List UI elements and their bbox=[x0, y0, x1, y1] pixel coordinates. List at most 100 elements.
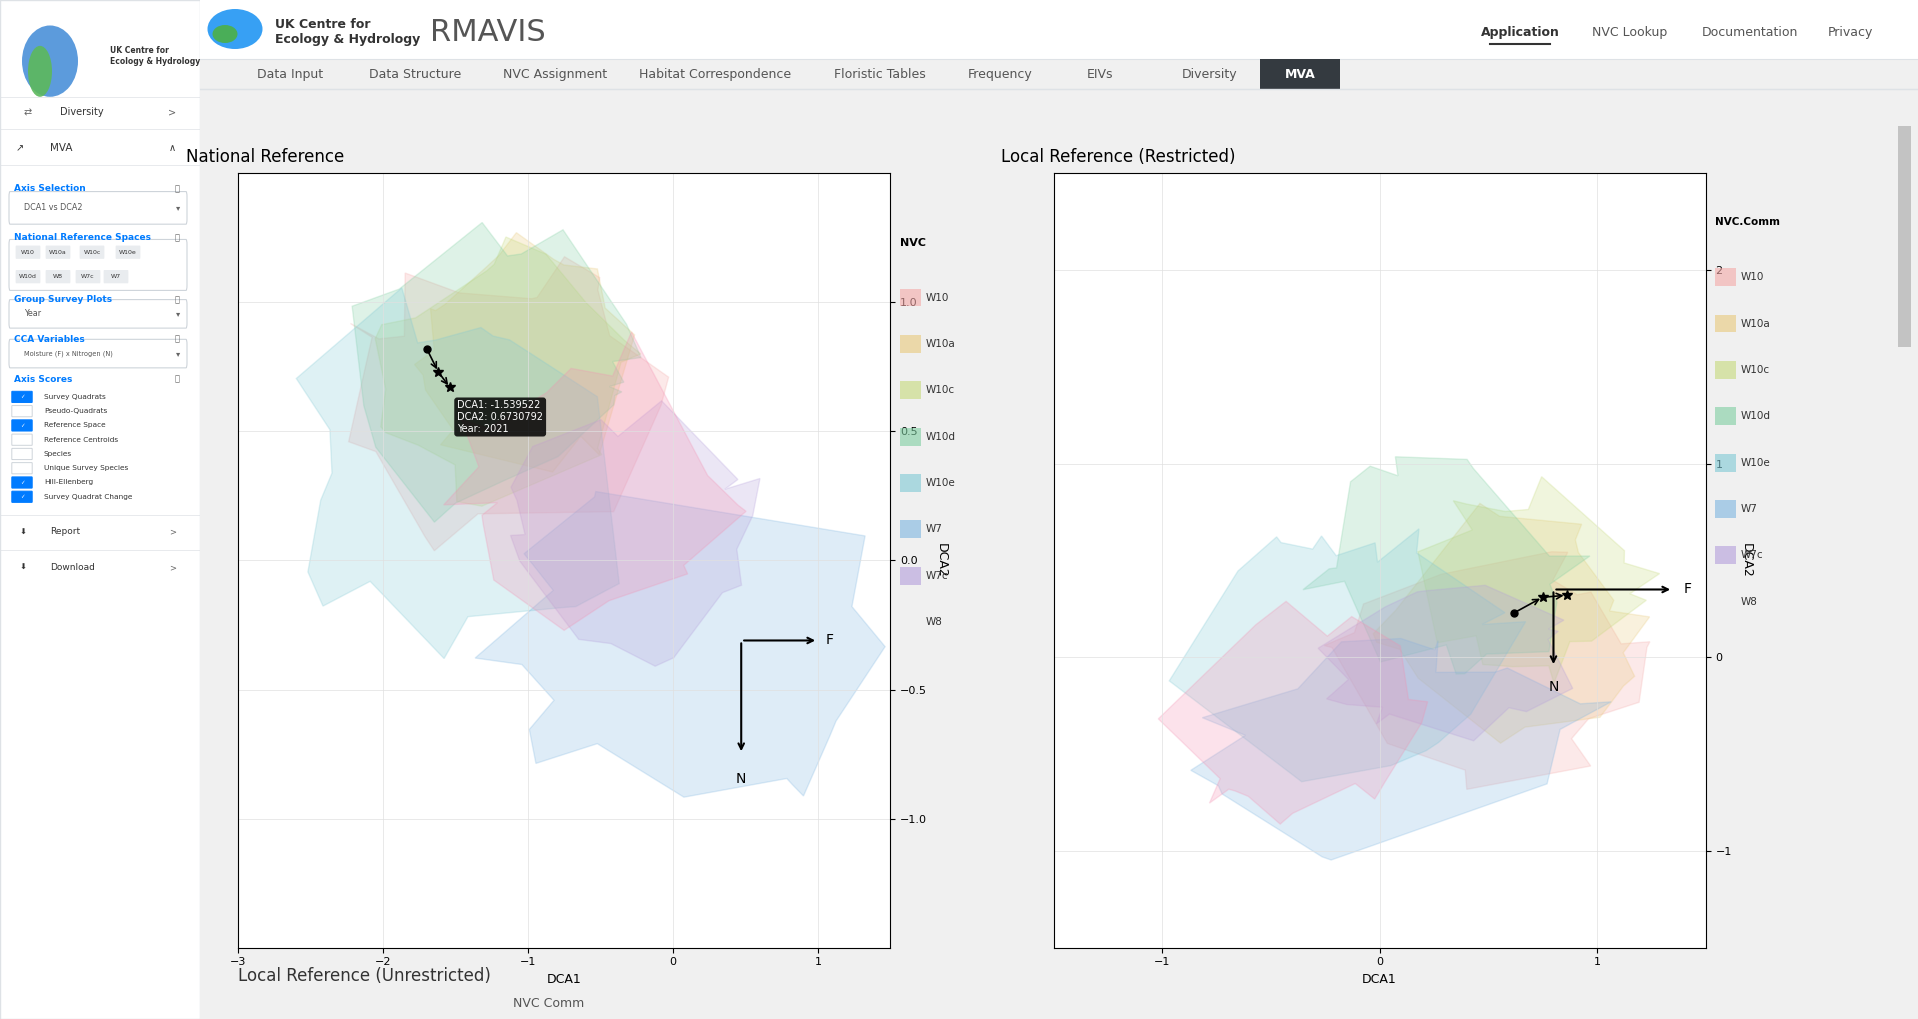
Text: ⇄: ⇄ bbox=[25, 107, 33, 117]
Text: W8: W8 bbox=[54, 274, 63, 279]
Text: W10c: W10c bbox=[924, 385, 955, 395]
Bar bbox=[1715, 361, 1736, 379]
Text: ⓘ: ⓘ bbox=[175, 296, 180, 304]
Text: W7c: W7c bbox=[1740, 550, 1763, 560]
Text: W10e: W10e bbox=[1740, 458, 1770, 468]
FancyBboxPatch shape bbox=[12, 477, 33, 488]
Polygon shape bbox=[414, 232, 635, 472]
Polygon shape bbox=[1170, 529, 1525, 782]
Bar bbox=[900, 288, 921, 307]
FancyBboxPatch shape bbox=[10, 239, 186, 290]
Text: Report: Report bbox=[50, 528, 81, 536]
Polygon shape bbox=[510, 400, 760, 666]
Bar bbox=[1715, 315, 1736, 332]
FancyBboxPatch shape bbox=[12, 463, 33, 474]
Text: Survey Quadrats: Survey Quadrats bbox=[44, 394, 105, 399]
Text: W10: W10 bbox=[1740, 272, 1765, 282]
Bar bbox=[1715, 453, 1736, 472]
FancyBboxPatch shape bbox=[10, 192, 186, 224]
Polygon shape bbox=[1302, 457, 1590, 675]
Text: National Reference Spaces: National Reference Spaces bbox=[13, 233, 152, 242]
Polygon shape bbox=[1323, 551, 1649, 790]
Text: >: > bbox=[169, 107, 176, 117]
Text: N: N bbox=[1548, 681, 1559, 695]
Text: W7c: W7c bbox=[924, 571, 947, 581]
Ellipse shape bbox=[21, 25, 79, 97]
Text: W10e: W10e bbox=[924, 478, 955, 488]
Text: NVC Assignment: NVC Assignment bbox=[503, 67, 608, 81]
FancyBboxPatch shape bbox=[12, 434, 33, 445]
Text: ✓: ✓ bbox=[19, 494, 25, 499]
Text: MVA: MVA bbox=[50, 143, 73, 153]
Text: Local Reference (Restricted): Local Reference (Restricted) bbox=[1001, 148, 1235, 166]
Text: ▾: ▾ bbox=[176, 350, 180, 358]
Ellipse shape bbox=[213, 25, 238, 43]
Bar bbox=[1715, 408, 1736, 425]
Bar bbox=[1260, 59, 1341, 89]
Text: ⓘ: ⓘ bbox=[175, 375, 180, 383]
FancyBboxPatch shape bbox=[15, 246, 40, 259]
Text: Privacy: Privacy bbox=[1828, 25, 1872, 39]
Text: W8: W8 bbox=[1740, 597, 1757, 606]
Bar bbox=[1715, 593, 1736, 610]
FancyBboxPatch shape bbox=[104, 270, 129, 283]
Polygon shape bbox=[1318, 585, 1573, 741]
FancyBboxPatch shape bbox=[115, 246, 140, 259]
Ellipse shape bbox=[29, 46, 52, 97]
Polygon shape bbox=[1373, 503, 1649, 743]
Bar bbox=[900, 428, 921, 445]
Text: ⬇: ⬇ bbox=[19, 564, 27, 572]
Text: Unique Survey Species: Unique Survey Species bbox=[44, 466, 129, 471]
Text: NVC: NVC bbox=[900, 237, 926, 248]
Bar bbox=[900, 381, 921, 399]
Text: National Reference: National Reference bbox=[186, 148, 345, 166]
Text: Download: Download bbox=[50, 564, 94, 572]
FancyBboxPatch shape bbox=[15, 270, 40, 283]
Text: Axis Selection: Axis Selection bbox=[13, 184, 86, 193]
Polygon shape bbox=[443, 332, 746, 631]
Text: DCA1 vs DCA2: DCA1 vs DCA2 bbox=[25, 204, 82, 212]
FancyBboxPatch shape bbox=[10, 300, 186, 328]
Text: RMAVIS: RMAVIS bbox=[430, 17, 547, 47]
Text: Ecology & Hydrology: Ecology & Hydrology bbox=[274, 33, 420, 46]
Text: Reference Space: Reference Space bbox=[44, 423, 105, 428]
Text: Year: Year bbox=[25, 310, 40, 318]
Bar bbox=[1715, 546, 1736, 565]
Bar bbox=[900, 521, 921, 538]
FancyBboxPatch shape bbox=[46, 270, 71, 283]
Text: Data Structure: Data Structure bbox=[368, 67, 460, 81]
Text: W10: W10 bbox=[21, 250, 35, 255]
FancyBboxPatch shape bbox=[12, 491, 33, 502]
Bar bbox=[900, 474, 921, 492]
Text: ⓘ: ⓘ bbox=[175, 184, 180, 193]
Text: EIVs: EIVs bbox=[1088, 67, 1112, 81]
Y-axis label: DCA2: DCA2 bbox=[936, 543, 947, 578]
Text: W10c: W10c bbox=[1740, 365, 1770, 375]
Text: Species: Species bbox=[44, 451, 73, 457]
Text: ↗: ↗ bbox=[15, 143, 25, 153]
Text: UK Centre for: UK Centre for bbox=[274, 17, 370, 31]
Text: ⓘ: ⓘ bbox=[175, 233, 180, 242]
Bar bbox=[1715, 500, 1736, 518]
FancyBboxPatch shape bbox=[12, 391, 33, 403]
Text: Moisture (F) x Nitrogen (N): Moisture (F) x Nitrogen (N) bbox=[25, 351, 113, 357]
Y-axis label: DCA2: DCA2 bbox=[1740, 543, 1753, 578]
Bar bbox=[199, 0, 1918, 59]
Text: Axis Scores: Axis Scores bbox=[13, 375, 73, 383]
Text: Floristic Tables: Floristic Tables bbox=[834, 67, 926, 81]
Text: Reference Centroids: Reference Centroids bbox=[44, 437, 119, 442]
Polygon shape bbox=[476, 491, 884, 797]
Text: Data Input: Data Input bbox=[257, 67, 322, 81]
Text: Pseudo-Quadrats: Pseudo-Quadrats bbox=[44, 409, 107, 414]
Text: W10a: W10a bbox=[924, 339, 955, 348]
Text: ▾: ▾ bbox=[176, 310, 180, 318]
Polygon shape bbox=[1191, 639, 1611, 860]
Text: DCA1: -1.539522
DCA2: 0.6730792
Year: 2021: DCA1: -1.539522 DCA2: 0.6730792 Year: 20… bbox=[456, 400, 543, 434]
Text: W8: W8 bbox=[924, 618, 942, 627]
Text: NVC Lookup: NVC Lookup bbox=[1592, 25, 1667, 39]
Polygon shape bbox=[376, 237, 641, 506]
FancyBboxPatch shape bbox=[10, 339, 186, 368]
Polygon shape bbox=[1158, 601, 1427, 824]
Polygon shape bbox=[295, 287, 620, 658]
Text: ∧: ∧ bbox=[169, 143, 176, 153]
